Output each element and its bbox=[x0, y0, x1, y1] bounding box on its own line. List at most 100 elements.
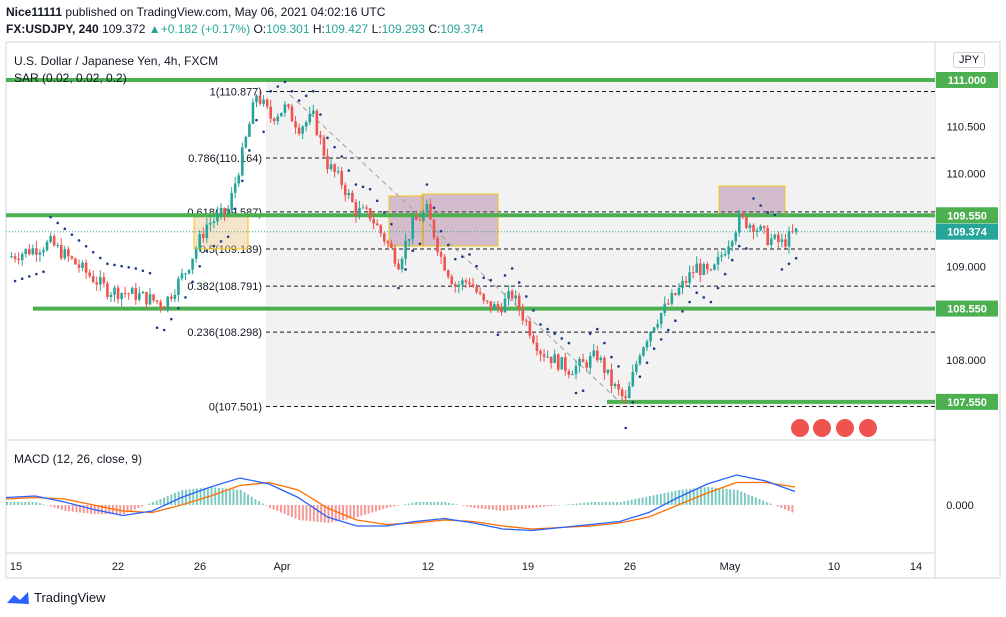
macd-histogram-bar bbox=[477, 505, 480, 509]
candle-body bbox=[262, 99, 265, 104]
candle-body bbox=[162, 306, 166, 310]
us-flag-icon[interactable] bbox=[836, 419, 854, 437]
candle-body bbox=[720, 255, 723, 257]
sar-dot bbox=[184, 296, 187, 299]
macd-histogram-bar bbox=[754, 497, 757, 505]
candle-body bbox=[528, 321, 532, 336]
macd-histogram-bar bbox=[451, 503, 454, 505]
sar-dot bbox=[709, 300, 713, 304]
candle-body bbox=[652, 327, 656, 332]
sar-dot bbox=[248, 149, 251, 152]
candle-body bbox=[244, 136, 248, 148]
tradingview-logo[interactable]: TradingView bbox=[6, 590, 106, 605]
sar-dot bbox=[432, 206, 436, 210]
candle-body bbox=[56, 245, 59, 247]
macd-histogram-bar bbox=[630, 499, 633, 505]
macd-histogram-bar bbox=[484, 505, 487, 510]
trend-line[interactable] bbox=[289, 94, 621, 403]
macd-histogram-bar bbox=[301, 505, 304, 521]
macd-histogram-bar bbox=[670, 491, 673, 505]
sar-dot bbox=[20, 277, 24, 281]
candle-body bbox=[482, 293, 485, 301]
macd-histogram-bar bbox=[652, 495, 655, 505]
candle-body bbox=[336, 171, 340, 173]
price-axis[interactable]: 110.500 110.000 109.000 108.000 bbox=[946, 122, 986, 367]
macd-histogram-bar bbox=[258, 501, 261, 505]
fib-level-label: 0.382(108.791) bbox=[187, 281, 262, 293]
macd-histogram-bar bbox=[674, 490, 677, 505]
sar-dot bbox=[411, 249, 415, 253]
sar-dot bbox=[596, 327, 599, 331]
candle-body bbox=[329, 164, 333, 170]
candle-body bbox=[454, 284, 457, 287]
candle-body bbox=[414, 217, 418, 221]
candle-body bbox=[205, 224, 209, 239]
us-flag-icon[interactable] bbox=[859, 419, 877, 437]
candle-body bbox=[230, 192, 233, 210]
candle-body bbox=[585, 362, 588, 368]
candle-body bbox=[251, 102, 255, 124]
macd-histogram-bar bbox=[605, 502, 608, 505]
candle-body bbox=[670, 293, 674, 304]
sar-dot bbox=[28, 275, 31, 278]
horizontal-levels[interactable]: 111.000 109.550 108.550 107.550 109.374 bbox=[6, 72, 998, 410]
zone-box-1[interactable] bbox=[193, 214, 249, 250]
candle-body bbox=[358, 207, 361, 216]
publish-line: Nice11111 published on TradingView.com, … bbox=[6, 5, 385, 19]
sar-dot bbox=[645, 361, 649, 364]
candle-body bbox=[769, 238, 773, 246]
candle-body bbox=[326, 155, 329, 170]
candle-body bbox=[716, 256, 720, 265]
candle-body bbox=[130, 288, 134, 294]
macd-histogram-bar bbox=[656, 494, 659, 505]
sar-dot bbox=[425, 183, 429, 186]
symbol-title: U.S. Dollar / Japanese Yen, 4h, FXCM bbox=[14, 54, 219, 68]
sar-legend: SAR (0.02, 0.02, 0.2) bbox=[14, 71, 127, 85]
macd-legend: MACD (12, 26, close, 9) bbox=[14, 452, 143, 466]
sar-dot bbox=[162, 328, 166, 332]
candle-body bbox=[649, 331, 652, 342]
fib-level-label: 0.5(109.189) bbox=[200, 244, 262, 256]
open-value: 109.301 bbox=[266, 22, 310, 36]
sar-dot bbox=[191, 280, 194, 284]
macd-histogram-bar bbox=[71, 505, 74, 512]
candle-body bbox=[187, 269, 191, 274]
us-flag-icon[interactable] bbox=[791, 419, 809, 437]
macd-histogram-bar bbox=[283, 505, 286, 514]
candle-body bbox=[432, 219, 436, 238]
macd-histogram-bar bbox=[480, 505, 483, 509]
candle-body bbox=[599, 357, 603, 361]
sar-dot bbox=[780, 268, 784, 271]
sar-dot bbox=[42, 270, 45, 274]
us-flag-icon[interactable] bbox=[813, 419, 831, 437]
macd-histogram-bar bbox=[528, 505, 531, 509]
macd-histogram-bar bbox=[765, 502, 768, 505]
macd-histogram-bar bbox=[309, 505, 312, 522]
candle-body bbox=[283, 104, 287, 113]
economic-event-flags[interactable] bbox=[791, 419, 877, 437]
macd-histogram-bar bbox=[298, 505, 301, 520]
candle-body bbox=[45, 241, 49, 251]
candle-body bbox=[88, 272, 91, 277]
time-axis[interactable]: 15 22 26 Apr 12 19 26 May 10 14 bbox=[10, 561, 922, 573]
macd-histogram-bar bbox=[718, 488, 721, 505]
candle-body bbox=[258, 95, 262, 104]
candle-body bbox=[698, 263, 702, 275]
zone-box-4[interactable] bbox=[718, 185, 786, 216]
currency-badge[interactable]: JPY bbox=[953, 52, 986, 68]
candle-body bbox=[127, 293, 130, 295]
candle-body bbox=[485, 300, 489, 302]
candle-body bbox=[375, 223, 379, 226]
sar-dot bbox=[205, 249, 209, 253]
sar-dot bbox=[262, 130, 265, 134]
candle-body bbox=[780, 239, 784, 242]
sar-dot bbox=[489, 278, 493, 282]
sar-dot bbox=[106, 262, 109, 266]
publisher-name[interactable]: Nice11111 bbox=[6, 5, 63, 19]
candle-body bbox=[546, 356, 549, 358]
candle-body bbox=[20, 253, 24, 261]
candle-body bbox=[631, 371, 635, 387]
macd-histogram-bar bbox=[550, 505, 553, 507]
macd-histogram-bar bbox=[170, 494, 173, 505]
